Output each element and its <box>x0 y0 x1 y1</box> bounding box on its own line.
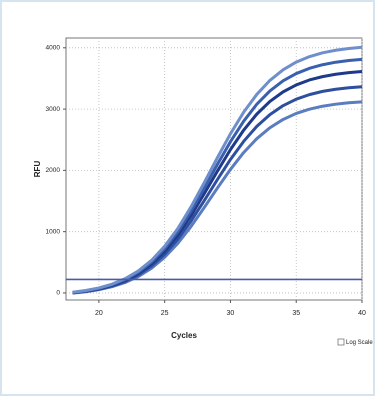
y-axis-label: RFU <box>33 161 42 178</box>
log-scale-checkbox[interactable] <box>337 338 345 346</box>
y-tick-label: 4000 <box>46 45 61 52</box>
amplification-curve <box>72 45 363 294</box>
x-tick-label: 30 <box>227 310 235 317</box>
x-tick-label: 20 <box>95 310 103 317</box>
x-tick-label: 35 <box>292 310 300 317</box>
y-tick-label: 2000 <box>46 167 61 174</box>
x-tick-label: 40 <box>358 310 366 317</box>
y-tick-label: 0 <box>56 290 60 297</box>
x-tick-label: 25 <box>161 310 169 317</box>
x-axis-label: Cycles <box>171 331 197 340</box>
log-scale-label[interactable]: Log Scale <box>346 340 373 346</box>
y-tick-label: 1000 <box>46 228 61 235</box>
y-tick-label: 3000 <box>46 106 61 113</box>
